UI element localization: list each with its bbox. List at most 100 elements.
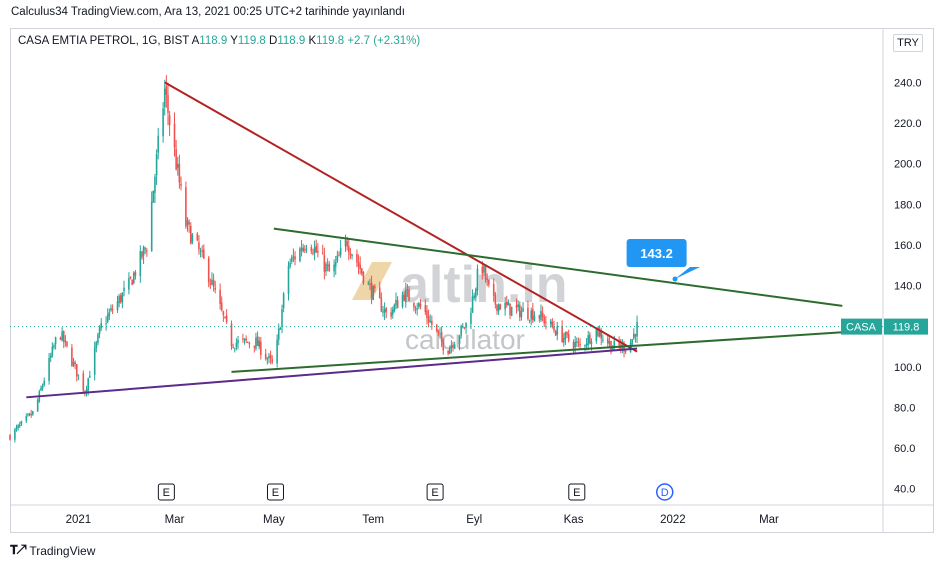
candle-body [268, 355, 270, 358]
candle-body [310, 247, 313, 252]
candle-body [532, 309, 534, 320]
open-value: 118.9 [199, 35, 228, 47]
candle-body [504, 302, 506, 310]
y-tick-label: 40.0 [894, 484, 915, 496]
candle-body [41, 385, 44, 389]
dividend-marker-label: D [661, 487, 669, 499]
candle-body [414, 308, 417, 310]
candle-body [211, 279, 213, 285]
earnings-marker-icon[interactable] [266, 483, 284, 501]
candle-body [134, 272, 137, 276]
earnings-marker-icon[interactable] [568, 483, 586, 501]
trendline-purple-support[interactable] [26, 347, 638, 399]
earnings-marker-icon[interactable] [426, 483, 444, 501]
candle-body [518, 304, 521, 318]
candle-body [476, 268, 479, 291]
candle-body [144, 248, 146, 250]
candle-body [613, 340, 616, 348]
symbol-tag-label: CASA [846, 322, 877, 334]
candle-body [18, 424, 21, 427]
candle-body [108, 312, 111, 317]
candle-body [473, 295, 475, 298]
y-tick-label: 80.0 [894, 402, 915, 414]
x-tick-label: Mar [165, 514, 185, 526]
candle-body [339, 248, 342, 256]
dividend-marker-icon[interactable] [656, 483, 674, 501]
candle-body [201, 250, 203, 252]
candle-body [403, 294, 405, 301]
candle-body [623, 343, 625, 352]
candle-body [312, 252, 314, 254]
y-tick-label: 140.0 [894, 281, 922, 293]
candle-body [452, 345, 454, 348]
candle-body [390, 312, 392, 317]
candle-body [225, 315, 228, 323]
candle-body [611, 348, 614, 351]
candle-body [62, 331, 65, 343]
candle-body [28, 413, 31, 415]
callout-box[interactable] [626, 239, 687, 268]
trendline-red-resistance[interactable] [164, 81, 638, 353]
currency-button[interactable]: TRY [893, 34, 923, 52]
candle-body [14, 429, 16, 440]
candle-body [351, 254, 353, 257]
candle-body [486, 278, 489, 280]
candle-body [40, 388, 42, 391]
candle-body [165, 86, 168, 95]
candle-body [391, 309, 394, 315]
last-price-label: 119.8 [893, 322, 920, 334]
candle-body [167, 94, 169, 113]
earnings-marker-label: E [431, 487, 438, 499]
candle-body [27, 414, 29, 416]
y-axis: 40.060.080.0100.0120.0140.0160.0180.0200… [894, 77, 922, 495]
candle-body [328, 263, 331, 272]
candle-body [162, 108, 164, 137]
candle-body [77, 374, 80, 376]
footer[interactable]: 𝐓↗ TradingView [10, 543, 95, 558]
candle-body [437, 330, 440, 333]
candle-body [100, 322, 103, 329]
candle-body [32, 411, 34, 415]
candle-body [196, 233, 199, 241]
earnings-marker-icon[interactable] [157, 483, 175, 501]
open-label: A [191, 35, 200, 47]
candle-body [219, 289, 221, 304]
candle-body [404, 289, 407, 303]
change-value: +2.7 (+2.31%) [347, 35, 421, 47]
callout-value: 143.2 [640, 246, 673, 261]
candle-body [256, 336, 259, 346]
trendline-green-support[interactable] [231, 331, 843, 373]
candle-body [606, 338, 609, 344]
candle-body [372, 286, 375, 300]
candle-body [505, 301, 508, 305]
trendlines [26, 81, 843, 399]
candle-body [25, 416, 28, 421]
candle-body [556, 326, 559, 335]
candle-body [598, 331, 601, 337]
candle-body [242, 338, 244, 340]
candle-body [49, 355, 52, 359]
candle-body [431, 320, 433, 325]
candle-body [424, 305, 427, 313]
candle-body [453, 344, 456, 349]
candle-body [336, 255, 339, 262]
candle-body [131, 279, 133, 286]
candle-body [123, 287, 125, 292]
candle-body [110, 307, 112, 311]
candle-body [281, 309, 283, 327]
candle-body [450, 345, 453, 349]
x-tick-label: Eyl [466, 514, 482, 526]
high-value: 119.8 [237, 35, 266, 47]
candle-body [207, 257, 210, 283]
candle-body [567, 333, 570, 341]
candle-body [246, 341, 249, 343]
candle-body [416, 308, 418, 310]
candle-body [610, 341, 612, 352]
candle-body [545, 321, 547, 323]
candle-body [347, 246, 350, 253]
candle-body [305, 248, 308, 250]
candle-body [128, 278, 130, 290]
candle-body [139, 251, 142, 277]
trendline-green-resistance[interactable] [273, 227, 843, 307]
